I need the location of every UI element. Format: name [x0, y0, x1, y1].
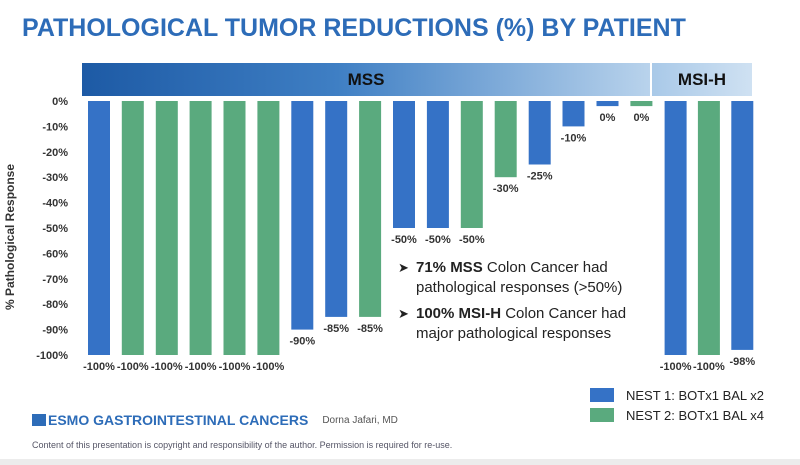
callout-msih-text: Colon Cancer had major pathological resp… — [416, 305, 627, 342]
bottom-bar — [0, 459, 800, 465]
bar-value-label: -100% — [117, 361, 149, 373]
y-tick-label: -10% — [42, 121, 68, 133]
bar — [697, 101, 720, 355]
y-tick-label: -40% — [42, 198, 68, 210]
bar-value-label: -100% — [693, 361, 725, 373]
footer-logo-text: ESMO GASTROINTESTINAL CANCERS — [48, 412, 309, 428]
arrow-bullet-icon: ➤ — [398, 306, 409, 321]
callout-mss-text: Colon Cancer had pathological responses … — [416, 259, 623, 296]
bar — [596, 101, 619, 107]
bar — [121, 101, 144, 355]
bar-value-label: -100% — [219, 361, 251, 373]
bar-value-label: -10% — [561, 132, 587, 144]
y-tick-label: 0% — [52, 96, 68, 108]
bar-value-label: 0% — [600, 112, 616, 124]
callout-box: ➤ 71% MSS Colon Cancer had pathological … — [398, 258, 638, 350]
y-axis-label: % Pathological Response — [3, 163, 17, 310]
bar-value-label: -50% — [425, 234, 451, 246]
bar-value-label: -25% — [527, 171, 553, 183]
bar — [731, 101, 754, 350]
bar-value-label: -85% — [323, 323, 349, 335]
bar — [189, 101, 212, 355]
bar — [426, 101, 449, 228]
legend-label-nest1: NEST 1: BOTx1 BAL x2 — [626, 387, 764, 403]
legend-entry-nest2: NEST 2: BOTx1 BAL x4 — [590, 405, 764, 425]
footer-copyright-note: Content of this presentation is copyrigh… — [32, 440, 453, 450]
bar-value-label: -90% — [289, 336, 315, 348]
bar — [528, 101, 551, 165]
group-label-msih: MSI-H — [677, 70, 727, 89]
arrow-bullet-icon: ➤ — [398, 260, 409, 275]
bar-value-label: -100% — [83, 361, 115, 373]
y-tick-label: -30% — [42, 172, 68, 184]
bar — [257, 101, 280, 355]
footer-author: Dorna Jafari, MD — [322, 414, 398, 426]
callout-mss-strong: 71% MSS — [416, 259, 483, 276]
bar — [223, 101, 246, 355]
callout-item-msih: ➤ 100% MSI-H Colon Cancer had major path… — [398, 304, 638, 344]
bar — [88, 101, 110, 355]
chart-title: PATHOLOGICAL TUMOR REDUCTIONS (%) BY PAT… — [22, 14, 686, 42]
bar-value-label: -85% — [357, 323, 383, 335]
bar — [325, 101, 348, 317]
bar-value-label: -30% — [493, 183, 519, 195]
bar — [155, 101, 178, 355]
bar-value-label: -50% — [459, 234, 485, 246]
legend-label-nest2: NEST 2: BOTx1 BAL x4 — [626, 407, 764, 423]
legend-entry-nest1: NEST 1: BOTx1 BAL x2 — [590, 385, 764, 405]
y-tick-label: -100% — [36, 350, 68, 362]
bar — [562, 101, 585, 127]
bar-value-label: -98% — [729, 356, 755, 368]
bar — [393, 101, 415, 228]
y-tick-label: -60% — [42, 248, 68, 260]
y-tick-label: -50% — [42, 223, 68, 235]
bar — [630, 101, 653, 107]
legend-swatch-nest2 — [590, 408, 614, 422]
y-tick-label: -20% — [42, 147, 68, 159]
bar — [494, 101, 517, 178]
bar — [359, 101, 382, 317]
y-tick-label: -70% — [42, 274, 68, 286]
bar-value-label: -100% — [185, 361, 217, 373]
legend-swatch-nest1 — [590, 388, 614, 402]
bar — [664, 101, 687, 355]
group-band-msih: MSI-H — [652, 63, 752, 96]
bar-value-label: -100% — [660, 361, 692, 373]
esmo-logo-icon — [32, 414, 46, 426]
bar — [291, 101, 314, 330]
legend: NEST 1: BOTx1 BAL x2 NEST 2: BOTx1 BAL x… — [590, 385, 764, 425]
group-label-mss: MSS — [347, 70, 385, 89]
footer-logo: ESMO GASTROINTESTINAL CANCERS Dorna Jafa… — [32, 412, 398, 428]
bar-value-label: 0% — [633, 112, 649, 124]
bar-value-label: -50% — [391, 234, 417, 246]
callout-item-mss: ➤ 71% MSS Colon Cancer had pathological … — [398, 258, 638, 298]
y-tick-label: -80% — [42, 299, 68, 311]
bar-value-label: -100% — [253, 361, 285, 373]
bar-value-label: -100% — [151, 361, 183, 373]
bar — [460, 101, 483, 228]
callout-msih-strong: 100% MSI-H — [416, 305, 502, 322]
group-band-mss: MSS — [82, 63, 650, 96]
y-tick-label: -90% — [42, 325, 68, 337]
